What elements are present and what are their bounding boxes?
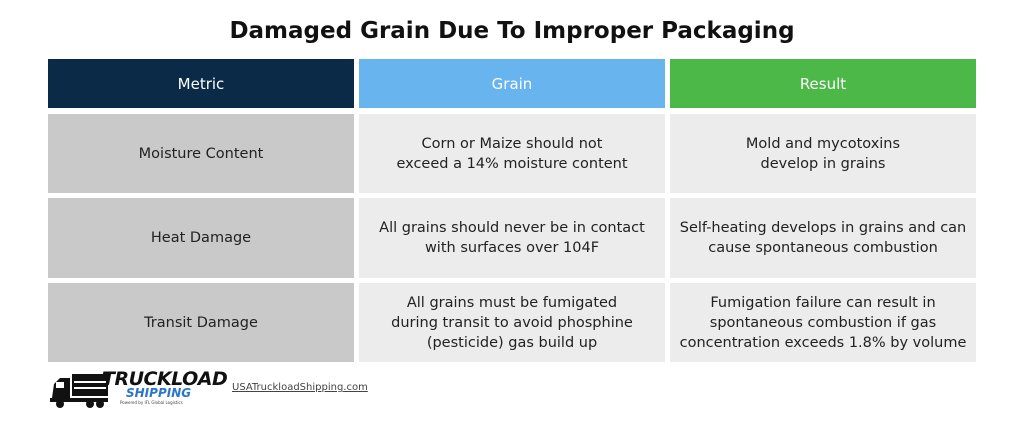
cell-line: Moisture Content	[138, 145, 264, 162]
header-cell: Grain	[359, 59, 665, 108]
footer: TRUCKLOAD SHIPPING Powered by IFL Global…	[50, 366, 450, 411]
url-link[interactable]: USATruckloadShipping.com	[232, 382, 368, 393]
cell-line: Transit Damage	[144, 314, 258, 331]
logo-subtitle: SHIPPING	[126, 386, 192, 400]
cell-line: during transit to avoid phosphine	[391, 314, 633, 331]
cell-line: Heat Damage	[150, 230, 252, 246]
cell-line: with surfaces over 104F	[424, 240, 600, 256]
table-cell: All grains must be fumigated during trans…	[359, 283, 665, 362]
cell-line: All grains should never be in contact	[379, 220, 645, 236]
cell-line: Corn or Maize should not	[421, 135, 603, 152]
cell-line: exceed a 14% moisture content	[396, 155, 628, 172]
table-cell: Mold and mycotoxins develop in grains	[670, 114, 976, 193]
cell-line: concentration exceeds 1.8% by volume	[679, 334, 967, 351]
cell-line: Self-heating develops in grains and can	[679, 220, 967, 236]
table-cell: Moisture Content	[48, 114, 354, 193]
table-cell: Corn or Maize should not exceed a 14% moi…	[359, 114, 665, 193]
cell-line: cause spontaneous combustion	[708, 240, 938, 256]
cell-line: Fumigation failure can result in	[710, 294, 936, 311]
table-cell: All grains should never be in contact wit…	[359, 198, 665, 278]
logo-tagline: Powered by IFL Global Logistics	[120, 400, 183, 405]
title: Damaged Grain Due To Improper Packaging	[229, 18, 795, 44]
truck-icon	[50, 374, 108, 408]
header-cell: Metric	[48, 59, 354, 108]
cell-line: spontaneous combustion if gas	[709, 314, 937, 331]
cell-line: Mold and mycotoxins	[745, 135, 901, 152]
table-cell: Self-heating develops in grains and can c…	[670, 198, 976, 278]
cell-line: develop in grains	[760, 155, 886, 172]
header-cell: Result	[670, 59, 976, 108]
logo-title: TRUCKLOAD	[102, 368, 228, 390]
cell-line: (pesticide) gas build up	[426, 334, 598, 351]
cell-line: All grains must be fumigated	[406, 294, 618, 311]
table-cell: Transit Damage	[48, 283, 354, 362]
table-cell: Fumigation failure can result in spontane…	[670, 283, 976, 362]
table-cell: Heat Damage	[48, 198, 354, 278]
